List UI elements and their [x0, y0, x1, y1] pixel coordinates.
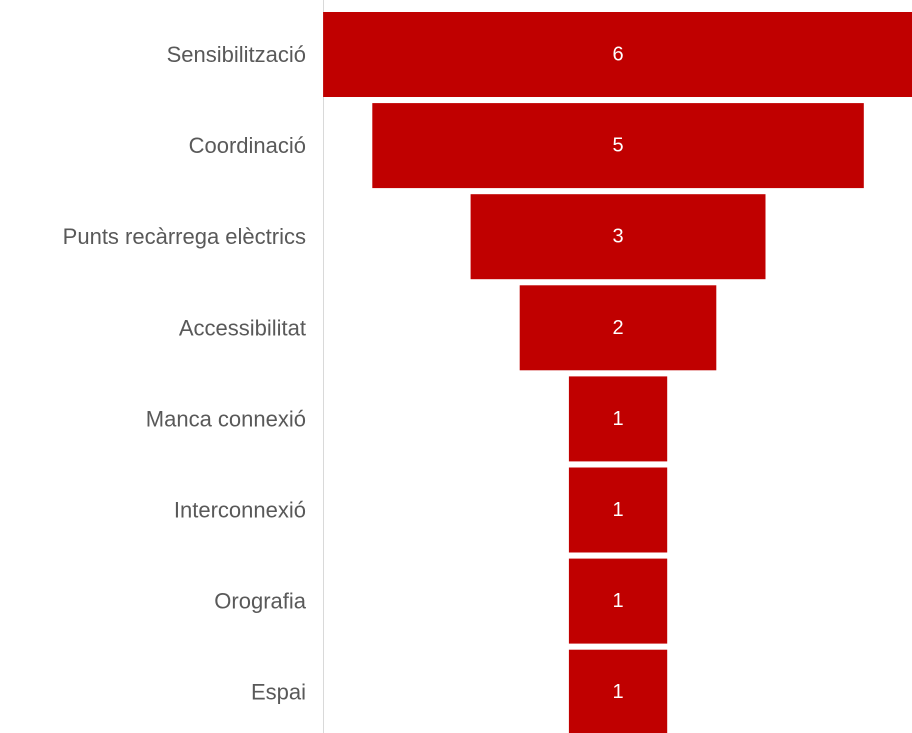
data-label: 1 — [612, 681, 623, 703]
category-labels: Sensibilització Coordinació Punts recàrreg… — [63, 42, 307, 705]
funnel-bar — [323, 12, 912, 97]
data-label: 2 — [612, 317, 623, 339]
category-label: Manca connexió — [146, 406, 306, 431]
data-labels: 6 5 3 2 1 1 1 1 — [612, 44, 623, 704]
data-label: 5 — [612, 135, 623, 157]
category-label: Accessibilitat — [179, 315, 306, 340]
category-label: Espai — [251, 680, 306, 705]
data-label: 1 — [612, 590, 623, 612]
data-label: 1 — [612, 499, 623, 521]
funnel-bar — [568, 558, 668, 644]
data-label: 3 — [612, 226, 623, 248]
data-label: 6 — [612, 44, 623, 66]
category-label: Sensibilització — [167, 42, 306, 67]
funnel-bar — [470, 194, 766, 280]
category-label: Orografia — [214, 589, 306, 614]
category-label: Coordinació — [189, 133, 306, 158]
category-label: Interconnexió — [174, 498, 306, 523]
bars-layer — [323, 12, 912, 733]
category-label: Punts recàrrega elèctrics — [63, 224, 306, 249]
funnel-bar — [568, 376, 668, 462]
funnel-bar — [568, 649, 668, 733]
funnel-bar — [372, 103, 864, 189]
data-label: 1 — [612, 408, 623, 430]
funnel-bar — [568, 467, 668, 553]
funnel-bar — [519, 285, 717, 371]
